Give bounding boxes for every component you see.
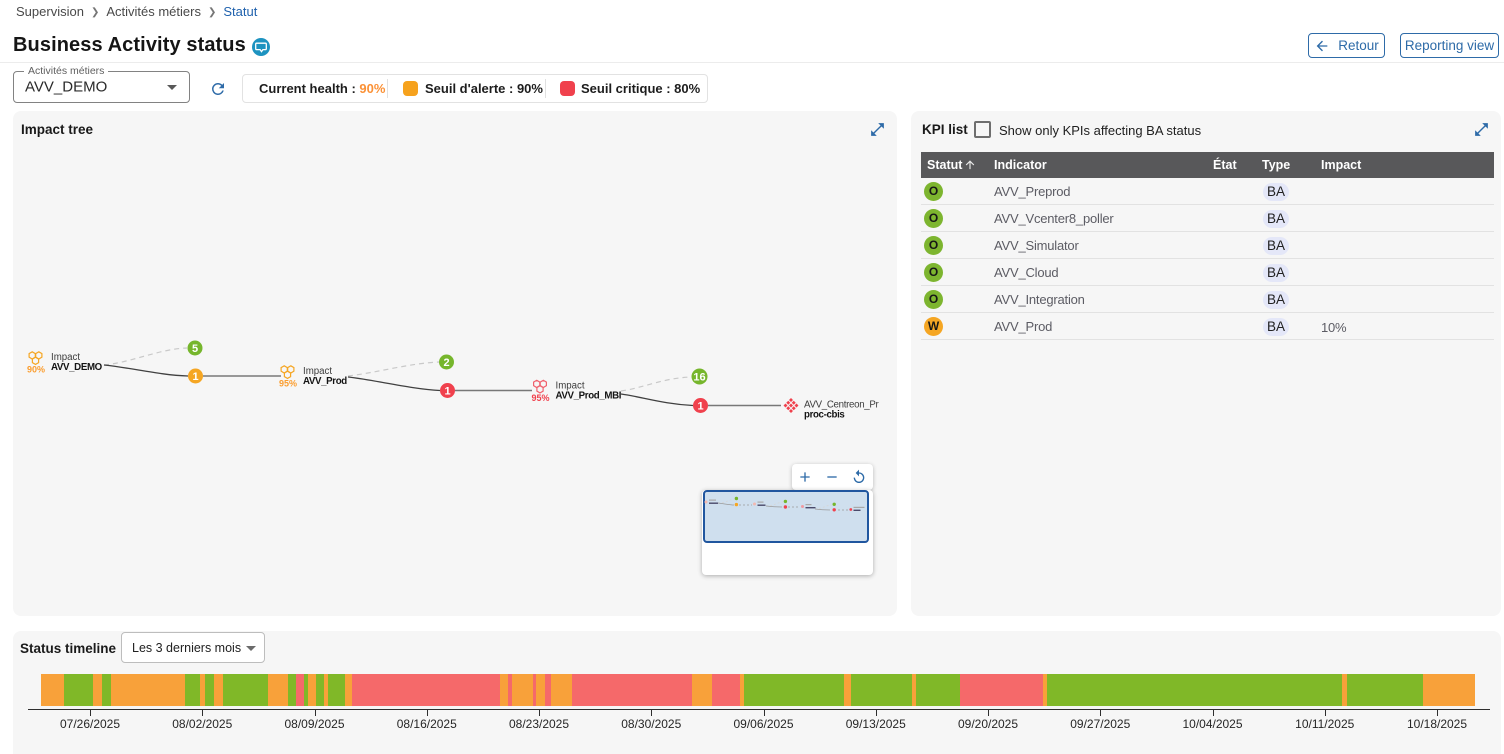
svg-text:90%: 90% [27, 365, 45, 375]
svg-text:95%: 95% [279, 379, 297, 389]
svg-text:16: 16 [693, 372, 705, 384]
svg-text:5: 5 [192, 343, 198, 355]
svg-text:AVV_Prod: AVV_Prod [303, 376, 347, 387]
svg-text:1: 1 [192, 371, 198, 383]
svg-text:1: 1 [697, 401, 703, 413]
svg-text:2: 2 [443, 357, 449, 369]
svg-text:Impact: Impact [556, 381, 585, 392]
svg-text:1: 1 [444, 386, 450, 398]
svg-text:Impact: Impact [51, 352, 80, 363]
svg-text:proc-cbis: proc-cbis [804, 410, 844, 421]
svg-text:95%: 95% [531, 393, 549, 403]
svg-text:AVV_Centreon_Pr: AVV_Centreon_Pr [804, 400, 880, 411]
svg-text:AVV_Prod_MBI: AVV_Prod_MBI [556, 391, 622, 402]
svg-text:AVV_DEMO: AVV_DEMO [51, 362, 103, 373]
svg-text:Impact: Impact [303, 366, 332, 377]
